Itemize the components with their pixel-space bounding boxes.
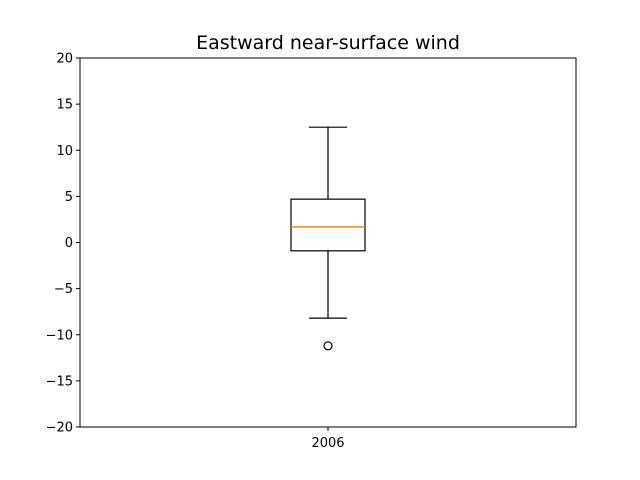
x-tick-label: 2006 xyxy=(311,436,344,451)
box-series xyxy=(290,126,366,351)
y-tick-label: 5 xyxy=(65,190,73,205)
y-tick-label: −15 xyxy=(46,374,73,389)
y-tick-label: 0 xyxy=(65,236,73,251)
x-axis: 2006 xyxy=(311,427,345,451)
y-axis: −20 −15 −10 −5 0 5 10 15 20 xyxy=(46,52,80,436)
y-tick-label: −10 xyxy=(46,328,73,343)
interquartile-box xyxy=(290,198,366,252)
y-tick-label: −5 xyxy=(54,282,73,297)
chart-title: Eastward near-surface wind xyxy=(196,32,460,54)
y-tick-label: 20 xyxy=(56,52,73,67)
plot-area-frame xyxy=(79,57,577,428)
y-tick-label: 15 xyxy=(56,98,73,113)
outlier-point xyxy=(323,341,333,351)
y-tick-label: 10 xyxy=(56,144,73,159)
y-tick-label: −20 xyxy=(46,421,73,436)
